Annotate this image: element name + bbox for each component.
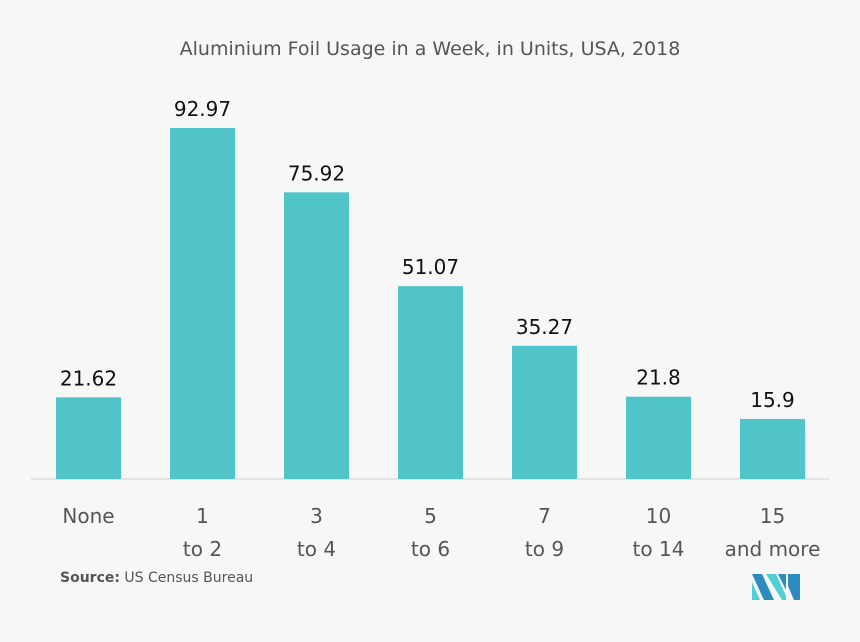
source-label: Source: — [60, 570, 120, 586]
bar — [284, 192, 349, 479]
x-tick-label: 15 and more — [725, 504, 821, 561]
data-label: 15.9 — [750, 388, 795, 412]
data-label: 35.27 — [516, 315, 573, 339]
data-label: 92.97 — [174, 97, 231, 121]
bar — [56, 397, 121, 479]
data-label: 21.62 — [60, 366, 117, 390]
bar — [170, 127, 235, 479]
data-label: 51.07 — [402, 255, 459, 279]
data-label: 75.92 — [288, 161, 345, 185]
bar — [398, 286, 463, 479]
bar — [626, 396, 691, 479]
chart-title: Aluminium Foil Usage in a Week, in Units… — [179, 38, 681, 60]
x-tick-label: 3 to 4 — [297, 504, 336, 561]
x-tick-label: 10 to 14 — [633, 504, 685, 561]
x-tick-label: 1 to 2 — [183, 504, 222, 561]
bar — [512, 345, 577, 479]
x-tick-label: 7 to 9 — [525, 504, 564, 561]
x-tick-label: None — [62, 504, 114, 528]
source-text: US Census Bureau — [124, 570, 254, 586]
bar — [740, 418, 805, 479]
x-tick-label: 5 to 6 — [411, 504, 450, 561]
logo-icon — [752, 574, 800, 600]
source-note: Source: US Census Bureau — [60, 570, 253, 586]
data-label: 21.8 — [636, 366, 681, 390]
